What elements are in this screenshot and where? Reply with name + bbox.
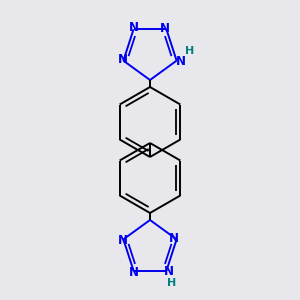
Text: N: N: [164, 265, 173, 278]
Text: H: H: [185, 46, 194, 56]
Text: N: N: [128, 21, 139, 34]
Text: N: N: [169, 232, 178, 245]
Text: N: N: [128, 266, 139, 279]
Text: H: H: [167, 278, 176, 288]
Text: N: N: [160, 22, 170, 35]
Text: N: N: [176, 55, 186, 68]
Text: N: N: [118, 53, 128, 66]
Text: N: N: [118, 234, 128, 247]
